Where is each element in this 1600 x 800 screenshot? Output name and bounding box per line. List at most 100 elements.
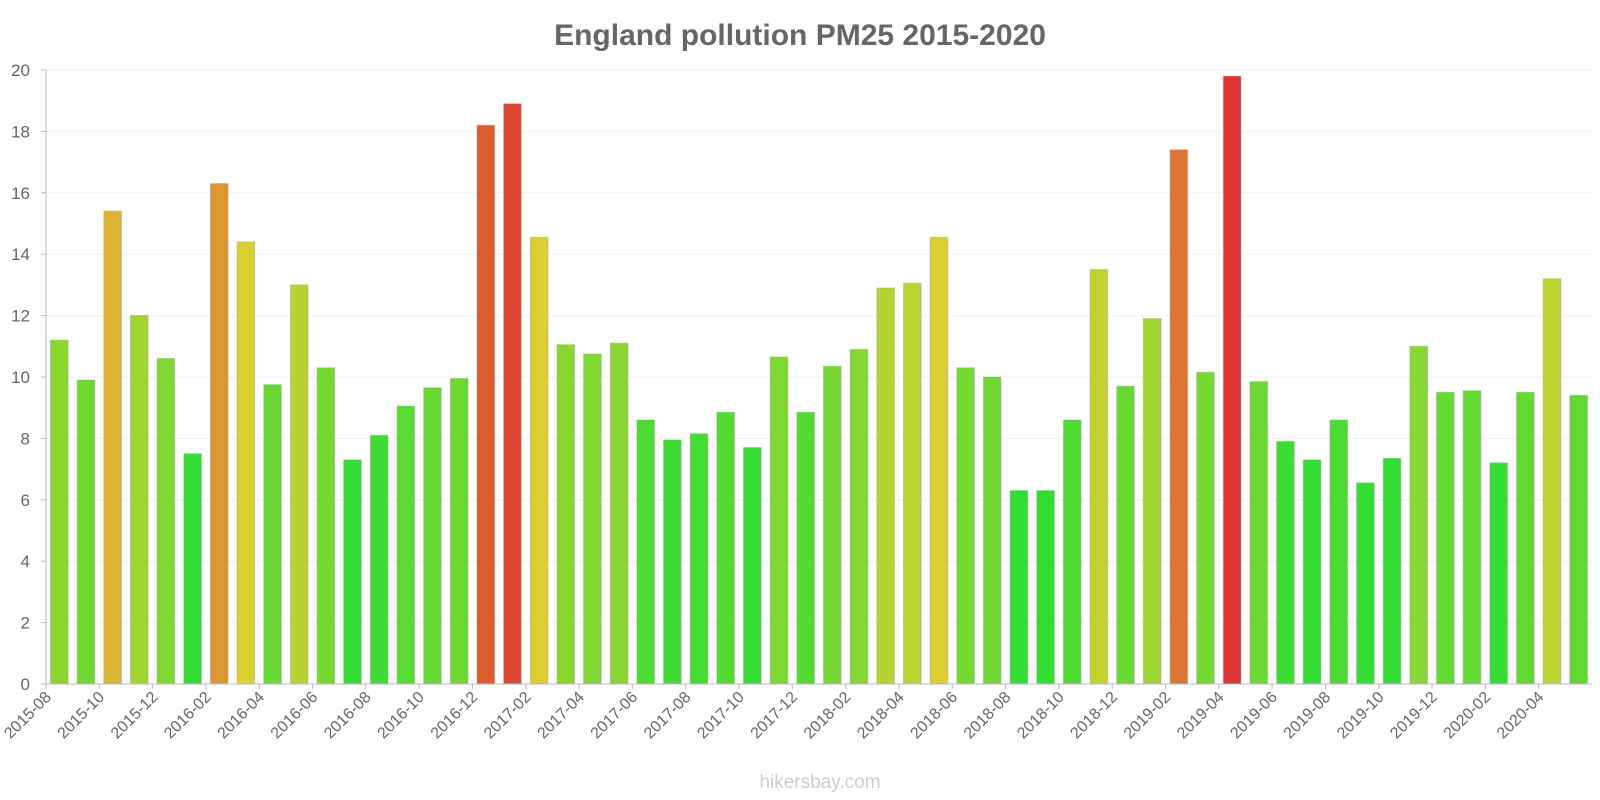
- bar-2018-01: [823, 365, 842, 685]
- bar-2018-11: [1089, 269, 1109, 685]
- bar-2018-12: [1116, 385, 1135, 685]
- bar-2019-08: [1329, 419, 1349, 685]
- bars: [50, 75, 1588, 685]
- x-tick-label: 2016-02: [161, 689, 215, 743]
- bar-2016-06: [316, 367, 336, 685]
- x-tick-label: 2016-06: [268, 689, 322, 743]
- bar-2018-10: [1062, 419, 1082, 685]
- x-tick-label: 2016-10: [374, 689, 428, 743]
- bar-2019-07: [1302, 459, 1322, 685]
- bar-2017-06: [636, 419, 656, 685]
- chart-title: England pollution PM25 2015-2020: [554, 19, 1046, 52]
- y-tick-label: 12: [11, 307, 30, 326]
- bar-2020-03: [1516, 391, 1535, 685]
- x-tick-label: 2017-12: [748, 689, 802, 743]
- bar-2018-03: [876, 287, 895, 685]
- bar-2019-10: [1382, 457, 1402, 685]
- bar-2017-02: [529, 236, 549, 685]
- bar-2017-07: [663, 439, 682, 685]
- y-tick-label: 8: [21, 429, 30, 448]
- x-tick-label: 2018-08: [961, 689, 1015, 743]
- y-tick-label: 2: [21, 614, 30, 633]
- bar-2018-08: [1009, 490, 1029, 685]
- y-tick-label: 0: [21, 675, 30, 694]
- bar-2020-02: [1489, 462, 1509, 685]
- x-tick-label: 2017-02: [481, 689, 535, 743]
- x-tick-label: 2019-08: [1281, 689, 1335, 743]
- bar-2018-02: [849, 348, 869, 685]
- bar-2015-09: [76, 379, 96, 685]
- bar-2015-08: [50, 339, 69, 685]
- bar-2016-09: [396, 405, 416, 685]
- x-tick-label: 2015-08: [1, 689, 55, 743]
- bar-2019-09: [1356, 482, 1375, 685]
- bar-2016-08: [369, 434, 389, 685]
- bar-2016-12: [476, 124, 496, 685]
- bar-2017-11: [769, 356, 789, 685]
- x-tick-label: 2016-04: [215, 689, 269, 743]
- bar-2020-01: [1462, 390, 1482, 685]
- x-tick-label: 2017-06: [588, 689, 642, 743]
- bar-2019-01: [1142, 318, 1162, 685]
- y-tick-label: 16: [11, 184, 30, 203]
- bar-2016-04: [263, 384, 282, 685]
- bar-2019-02: [1169, 149, 1189, 685]
- y-tick-label: 14: [11, 245, 30, 264]
- bar-2016-05: [289, 284, 309, 685]
- credit-text: hikersbay.com: [759, 772, 880, 793]
- bar-2019-12: [1436, 391, 1455, 685]
- bar-2018-06: [956, 367, 975, 685]
- x-tick-label: 2019-12: [1387, 689, 1441, 743]
- bar-2017-12: [796, 411, 815, 685]
- x-tick-label: 2018-06: [908, 689, 962, 743]
- x-tick-label: 2015-12: [108, 689, 162, 743]
- bar-2019-11: [1409, 345, 1429, 685]
- x-tick-label: 2015-10: [55, 689, 109, 743]
- x-tick-label: 2019-06: [1227, 689, 1281, 743]
- bar-2015-12: [156, 358, 176, 685]
- bar-2019-04: [1222, 75, 1242, 685]
- bar-2016-07: [343, 459, 362, 685]
- x-tick-label: 2018-10: [1014, 689, 1068, 743]
- bar-2019-06: [1276, 440, 1295, 685]
- y-axis-ticks: 0 2 4 6 8 10 12 14 16 18 20: [11, 61, 46, 694]
- bar-2016-11: [449, 378, 469, 685]
- bar-2016-01: [183, 453, 202, 685]
- x-axis-ticks: 2015-08 2015-10 2015-12 2016-02 2016-04 2016-…: [1, 684, 1548, 743]
- x-tick-label: 2018-02: [801, 689, 855, 743]
- x-tick-label: 2019-10: [1334, 689, 1388, 743]
- x-tick-label: 2017-08: [641, 689, 695, 743]
- bar-2016-02: [209, 183, 229, 685]
- bar-2018-04: [903, 282, 922, 685]
- x-tick-label: 2017-04: [534, 689, 588, 743]
- y-tick-label: 4: [21, 552, 30, 571]
- bar-2019-05: [1249, 381, 1269, 685]
- bar-2017-01: [503, 103, 522, 685]
- bar-2018-05: [929, 236, 949, 685]
- x-tick-label: 2017-10: [694, 689, 748, 743]
- bar-2020-04: [1542, 278, 1562, 685]
- x-tick-label: 2019-04: [1174, 689, 1228, 743]
- bar-2015-11: [130, 315, 149, 685]
- x-tick-label: 2019-02: [1121, 689, 1175, 743]
- bar-2015-10: [103, 210, 122, 685]
- y-tick-label: 18: [11, 122, 30, 141]
- y-tick-label: 6: [21, 491, 30, 510]
- x-tick-label: 2018-04: [854, 689, 908, 743]
- bar-2018-09: [1036, 490, 1055, 685]
- bar-2017-09: [716, 411, 735, 685]
- y-tick-label: 20: [11, 61, 30, 80]
- bar-2017-08: [689, 433, 709, 685]
- bar-2017-05: [609, 342, 629, 685]
- x-tick-label: 2020-02: [1441, 689, 1495, 743]
- bar-2016-10: [423, 387, 442, 685]
- bar-2017-10: [743, 447, 762, 685]
- x-tick-label: 2016-12: [428, 689, 482, 743]
- bar-2020-05: [1569, 394, 1588, 685]
- x-tick-label: 2016-08: [321, 689, 375, 743]
- bar-2016-03: [236, 241, 256, 685]
- y-tick-label: 10: [11, 368, 30, 387]
- x-tick-label: 2020-04: [1494, 689, 1548, 743]
- bar-2017-03: [556, 344, 576, 685]
